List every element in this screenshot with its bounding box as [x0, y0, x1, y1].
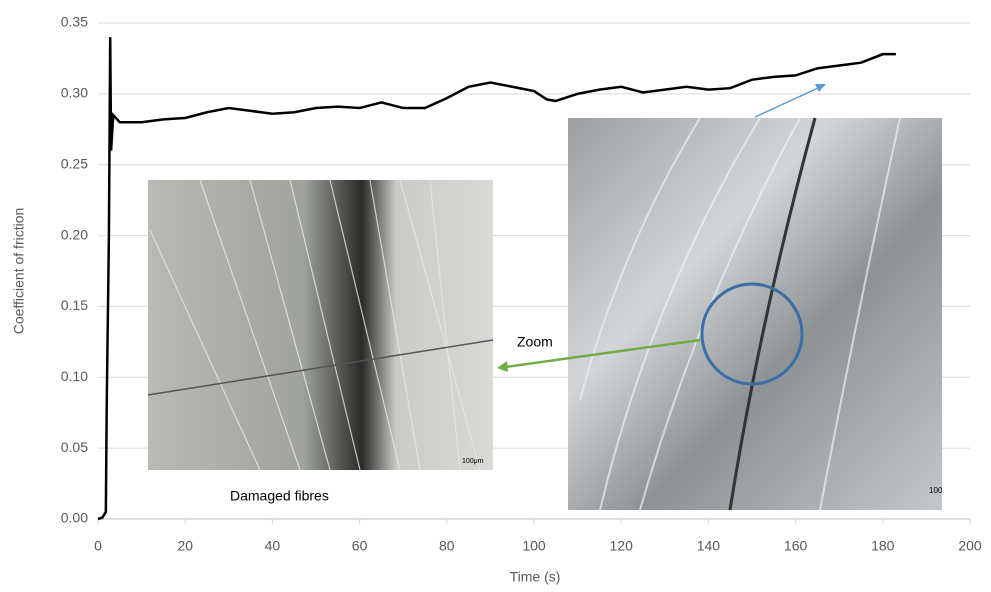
data-line	[97, 37, 896, 521]
y-tick-label: 0.20	[61, 226, 88, 242]
x-tick-label: 120	[610, 538, 634, 554]
blue-arrow	[754, 87, 819, 118]
x-tick-label: 140	[697, 538, 721, 554]
annotation: Zoom	[517, 334, 553, 350]
x-tick-label: 60	[352, 538, 368, 554]
x-tick-label: 20	[177, 538, 193, 554]
blue-arrow-head	[815, 84, 826, 92]
scale-label: 100	[929, 486, 943, 495]
inset-left	[147, 179, 494, 471]
y-tick-label: 0.25	[61, 155, 88, 171]
x-tick-label: 80	[439, 538, 455, 554]
x-tick-label: 40	[265, 538, 281, 554]
annotation: Damaged fibres	[230, 488, 329, 504]
y-tick-label: 0.10	[61, 368, 88, 384]
x-tick-label: 100	[522, 538, 546, 554]
y-axis-title: Coefficient of friction	[11, 208, 27, 335]
y-tick-label: 0.35	[61, 14, 88, 30]
x-axis-title: Time (s)	[510, 569, 561, 585]
x-tick-label: 200	[958, 538, 982, 554]
x-tick-label: 180	[871, 538, 895, 554]
y-tick-label: 0.15	[61, 297, 88, 313]
x-tick-label: 160	[784, 538, 808, 554]
y-tick-label: 0.00	[61, 510, 88, 526]
x-tick-label: 0	[94, 538, 102, 554]
zoom-arrow	[504, 338, 701, 369]
y-tick-label: 0.05	[61, 439, 88, 455]
y-tick-label: 0.30	[61, 85, 88, 101]
inset-right	[568, 117, 942, 511]
zoom-arrow-head	[497, 361, 508, 372]
scale-label: 100μm	[462, 458, 484, 465]
